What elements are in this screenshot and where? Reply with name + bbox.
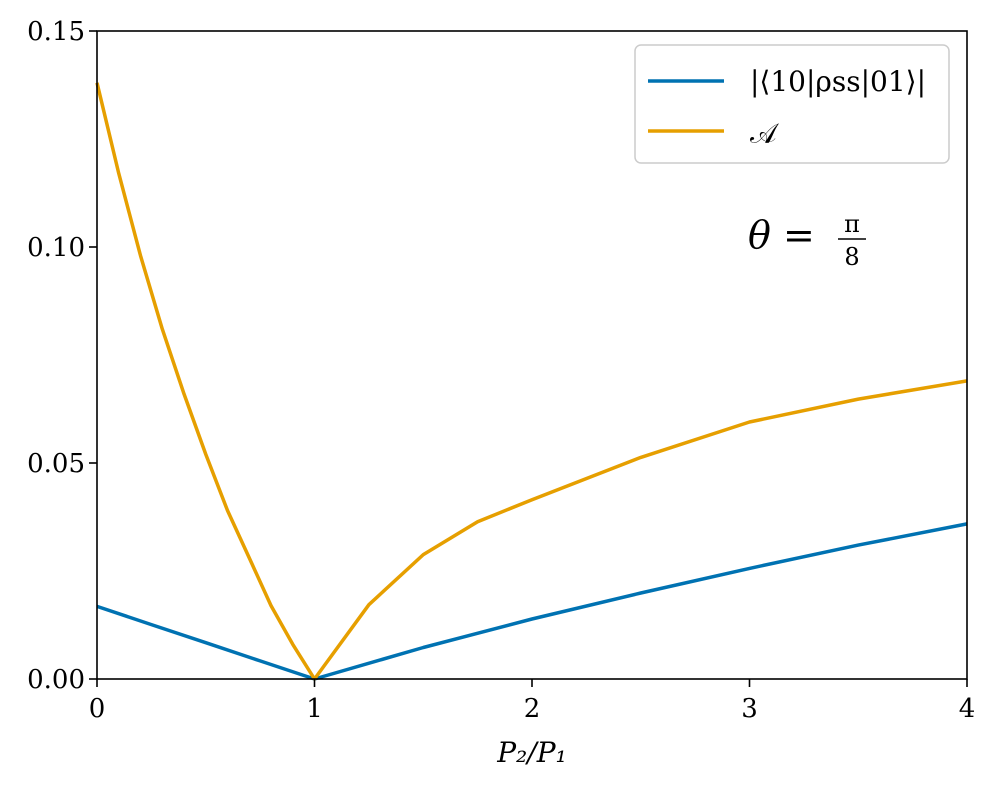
annotation-lhs: θ = — [748, 213, 815, 257]
legend-box — [634, 44, 950, 164]
series-line-1 — [96, 522, 968, 681]
y-tick-label: 0.15 — [27, 17, 85, 47]
x-tick-label: 0 — [89, 694, 106, 724]
y-tick-label: 0.05 — [27, 449, 85, 479]
annotation-frac-den: 8 — [844, 243, 859, 271]
legend-label-series-2: 𝒜 — [750, 117, 780, 150]
x-tick-label: 3 — [741, 694, 758, 724]
y-axis-ticks: 0.00 0.05 0.10 0.15 — [27, 17, 97, 695]
legend-label-series-1: |⟨10|ρss|01⟩| — [750, 65, 926, 98]
x-tick-label: 1 — [306, 694, 323, 724]
x-tick-label: 2 — [524, 694, 541, 724]
x-axis-label: P₂/P₁ — [496, 736, 567, 769]
legend: |⟨10|ρss|01⟩| 𝒜 — [634, 44, 950, 164]
plot-lines — [95, 82, 968, 681]
y-tick-label: 0.10 — [27, 233, 85, 263]
x-axis-ticks: 0 1 2 3 4 — [89, 679, 976, 724]
x-tick-label: 4 — [959, 694, 976, 724]
series-line-2 — [95, 82, 968, 681]
annotation-frac-num: π — [844, 210, 860, 238]
y-tick-label: 0.00 — [27, 665, 85, 695]
theta-annotation: θ = π 8 — [748, 210, 866, 271]
